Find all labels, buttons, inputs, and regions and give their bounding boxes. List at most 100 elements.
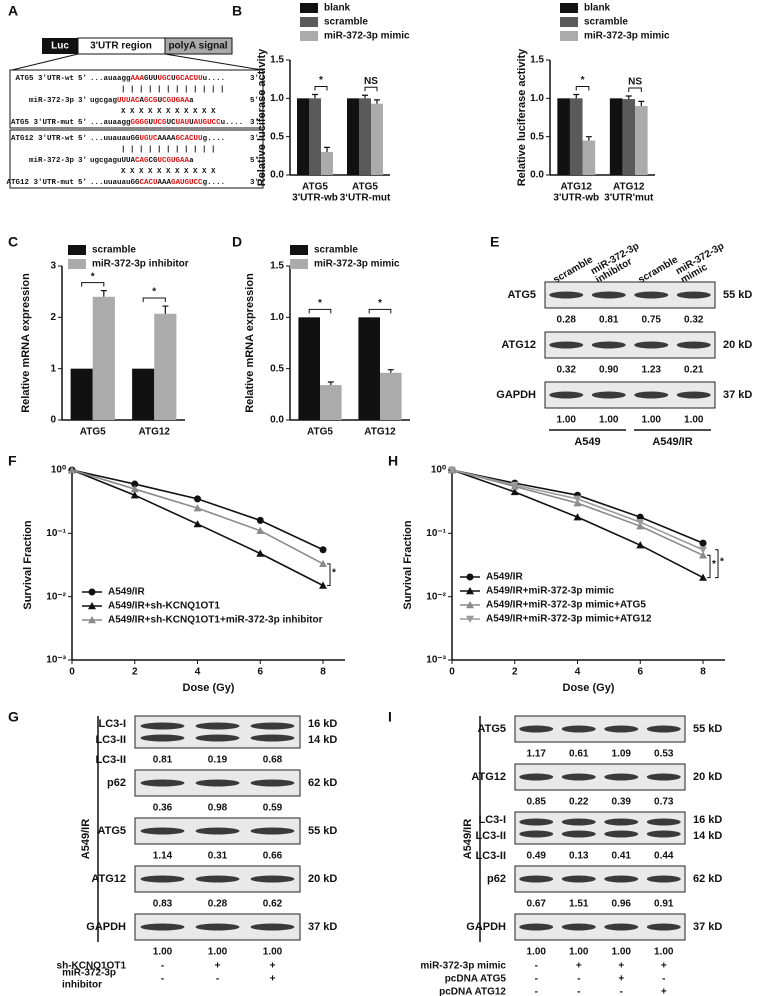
sequence: ...auaaggAAAGUUUGCUGCACUUu....	[90, 75, 225, 83]
legend-swatch	[300, 31, 318, 41]
error-bar	[100, 290, 107, 297]
condition-sign: +	[215, 961, 221, 972]
band	[646, 725, 681, 733]
bar	[92, 296, 115, 420]
marker	[466, 601, 474, 609]
x-tick-label: ATG5	[307, 427, 333, 438]
sequence-end: 3'	[250, 75, 259, 83]
legend-swatch	[560, 17, 578, 27]
sequence-segment: CAG	[135, 157, 149, 165]
band	[140, 779, 185, 787]
significance-label: NS	[364, 76, 378, 87]
error-bar	[327, 381, 334, 386]
panel-label: B	[232, 3, 242, 19]
marker	[510, 487, 519, 496]
marker	[573, 495, 582, 503]
sequence-name: miR-372-3p	[29, 157, 75, 165]
band	[549, 291, 584, 299]
sequence-name: ATG12 3'UTR-wt	[11, 135, 74, 143]
quantification: 1.14	[153, 851, 173, 862]
y-tick-label: 1.5	[270, 261, 284, 272]
marker	[193, 520, 202, 528]
legend-label: A549/IR+miR-372-3p mimic	[486, 586, 615, 597]
quantification: 0.22	[569, 797, 589, 808]
quantification: 0.36	[153, 803, 173, 814]
panel-label: F	[8, 453, 17, 469]
sequence-end: 5'	[78, 135, 87, 143]
lane-header: scramble	[636, 254, 680, 286]
significance-bracket	[575, 86, 590, 91]
legend-label: miR-372-3p inhibitor	[92, 259, 189, 270]
legend-swatch	[68, 259, 86, 269]
quantification: 0.32	[557, 365, 577, 376]
sequence-segment: UC	[167, 119, 177, 127]
y-tick-label: 1.5	[270, 55, 284, 66]
quantification: 0.59	[263, 803, 283, 814]
sequence-segment: GUU	[144, 75, 158, 83]
quantification: 0.81	[153, 755, 173, 766]
y-tick-label: 1.0	[530, 93, 544, 104]
condition-sign: -	[216, 974, 219, 985]
size-label: 16 kD	[308, 718, 337, 730]
y-axis-title: Survival Fraction	[22, 520, 34, 610]
polya-box	[164, 37, 233, 55]
legend-label: scramble	[314, 245, 358, 256]
quantification: 1.00	[654, 947, 674, 958]
zoom-line	[11, 53, 79, 71]
significance-bracket	[707, 554, 711, 579]
quantification: 1.00	[599, 415, 619, 426]
side-label: A549/IR	[462, 819, 474, 859]
sequence: ugcgaguUUACAGCGUCGUGAAa	[90, 157, 194, 165]
sequence-segment: g....	[203, 179, 226, 187]
quantification: 0.44	[654, 851, 674, 862]
x-tick-label: 0	[69, 667, 75, 678]
band	[250, 722, 295, 730]
condition-sign: +	[270, 974, 276, 985]
y-tick-label: 10⁻³	[46, 655, 66, 666]
legend-swatch	[290, 245, 308, 255]
y-axis-title: Relative mRNA expression	[20, 273, 32, 413]
sequence-segment: CACU	[140, 179, 159, 187]
luc-box	[42, 38, 78, 54]
sequence-segment: ...uuauauGG	[90, 179, 140, 187]
sequence-segment: A	[140, 97, 145, 105]
line	[451, 469, 704, 579]
condition-sign: -	[577, 987, 580, 996]
legend-label: blank	[584, 3, 611, 14]
size-label: 20 kD	[693, 771, 722, 783]
panel-label: H	[388, 453, 398, 469]
quantification: 1.17	[527, 749, 547, 760]
condition-sign: -	[535, 987, 538, 996]
quantification: 0.75	[642, 315, 662, 326]
sequence-segment: GCACUU	[176, 135, 204, 143]
quantification: 0.68	[263, 755, 283, 766]
sequence-segment: AUGUCC	[194, 119, 222, 127]
band	[676, 291, 711, 299]
sequence-segment: g....	[203, 135, 226, 143]
error-bar	[362, 94, 368, 99]
quantification: 0.39	[612, 797, 632, 808]
sequence: ugcgagUUUACAGCGUCGUGAAa	[90, 97, 194, 105]
y-axis-title: Relative luciferase activity	[516, 48, 528, 186]
size-label: 14 kD	[693, 830, 722, 842]
y-tick-label: 1	[50, 363, 56, 374]
sequence-segment: a	[189, 97, 194, 105]
quantification: 0.96	[612, 899, 632, 910]
band	[646, 830, 681, 838]
size-label: 16 kD	[693, 814, 722, 826]
bar	[321, 152, 333, 175]
row-label: ATG5	[507, 289, 536, 301]
quantification: 0.41	[612, 851, 632, 862]
sequence-segment: ...auaagg	[90, 75, 131, 83]
band	[140, 827, 185, 835]
marker	[636, 541, 645, 549]
band	[519, 875, 554, 883]
legend-swatch	[300, 17, 318, 27]
error-bar	[638, 100, 645, 106]
marker	[636, 513, 644, 521]
quantification: 0.85	[527, 797, 547, 808]
bar	[154, 313, 177, 420]
band	[591, 391, 626, 399]
panel-label: C	[8, 234, 18, 250]
marker	[510, 481, 519, 489]
